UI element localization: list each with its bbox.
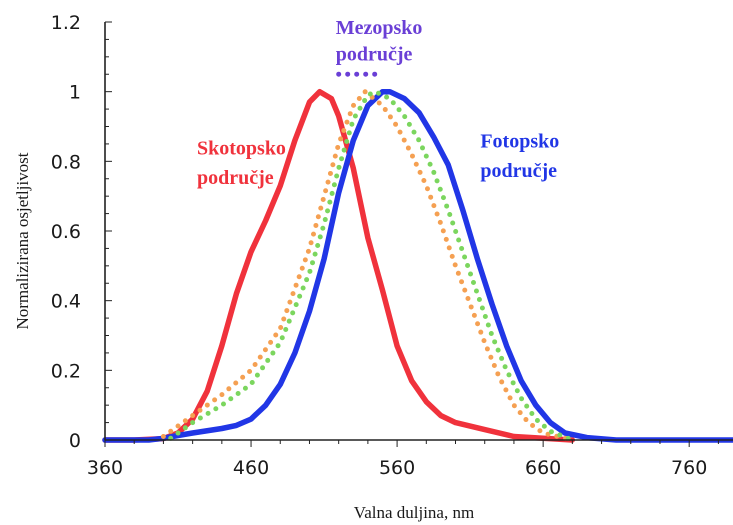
y-tick-label: 1.2 — [51, 12, 81, 34]
series-line-4 — [168, 89, 575, 443]
y-axis-title: Normalizirana osjetljivost — [13, 152, 32, 329]
annotation-label: područje — [480, 160, 557, 182]
series-line-2 — [102, 88, 733, 443]
x-tick-label: 560 — [379, 457, 415, 479]
x-tick-label: 460 — [233, 457, 269, 479]
x-tick-label: 360 — [87, 457, 123, 479]
y-tick-label: 0.4 — [51, 291, 81, 313]
axes-layer — [104, 21, 733, 447]
y-tick-label: 0.6 — [51, 221, 81, 243]
annotation-label: područje — [336, 43, 413, 65]
series-layer — [102, 71, 733, 443]
y-tick-label: 0.8 — [51, 151, 81, 173]
y-tick-label: 1 — [69, 82, 81, 104]
tick-labels: 0 0.2 0.4 0.6 0.8 1 1.2 360 460 560 660 760 — [51, 12, 708, 479]
series-line-3 — [160, 89, 575, 443]
y-tick-label: 0.2 — [51, 360, 81, 382]
x-tick-label: 660 — [525, 457, 561, 479]
annotation-label: Mezopsko — [336, 17, 423, 39]
x-tick-label: 760 — [671, 457, 707, 479]
annotation-label: Skotopsko — [197, 137, 286, 159]
x-axis-title: Valna duljina, nm — [354, 503, 474, 522]
y-tick-label: 0 — [69, 430, 81, 452]
series-line-1 — [102, 88, 576, 443]
annotations: Skotopsko područje Fotopsko područje Mezopsk… — [197, 17, 559, 189]
annotation-label: Fotopsko — [480, 130, 559, 152]
annotation-label: područje — [197, 167, 274, 189]
